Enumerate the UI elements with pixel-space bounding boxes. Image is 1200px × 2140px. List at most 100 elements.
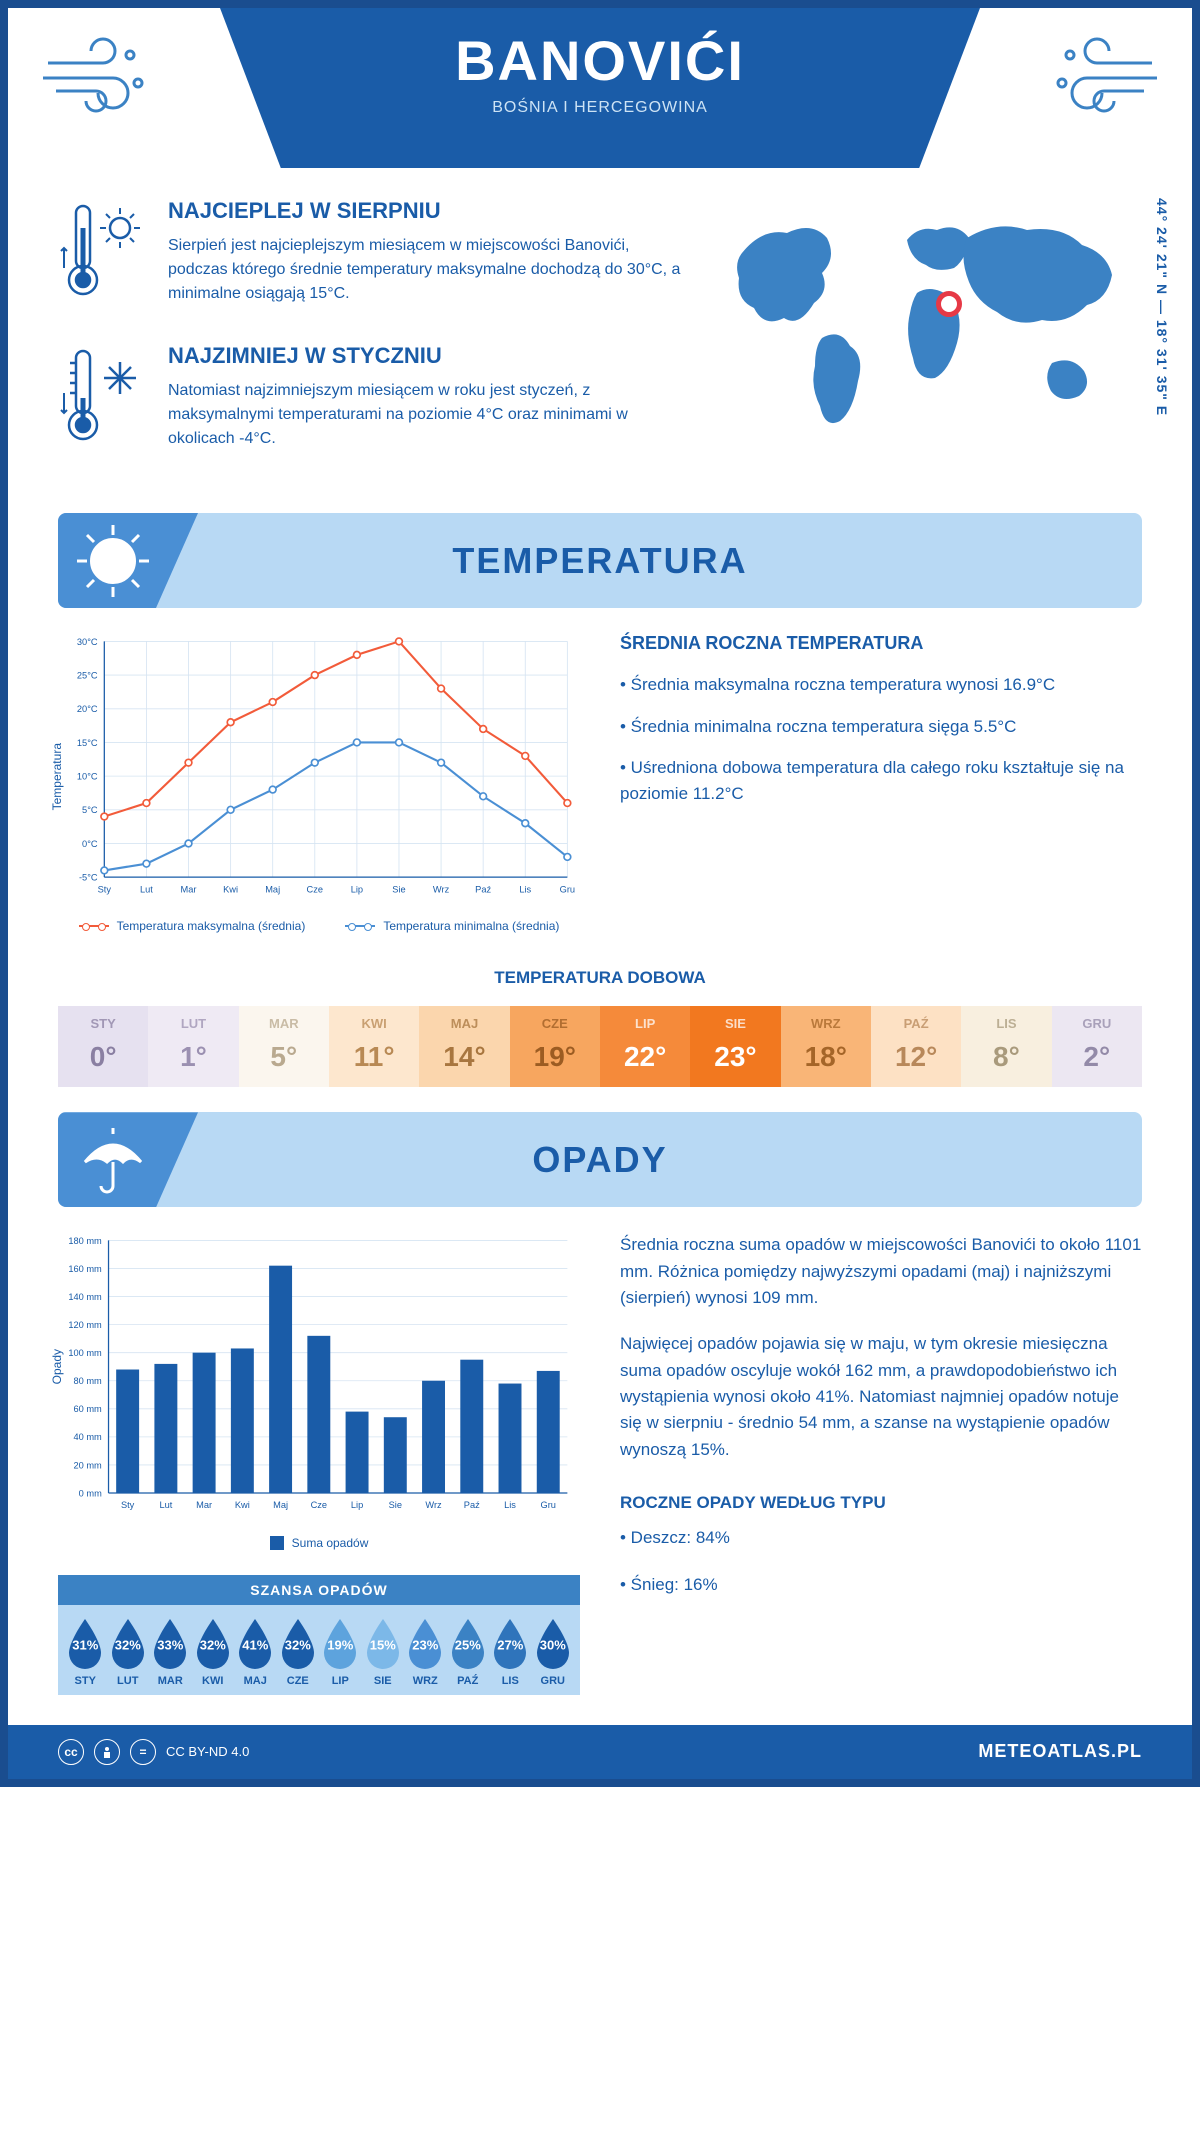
temp-cell: KWI11°	[329, 1006, 419, 1087]
svg-text:180 mm: 180 mm	[68, 1236, 102, 1246]
sun-icon	[73, 521, 153, 601]
chance-cell: 32% LUT	[107, 1617, 150, 1687]
svg-text:20 mm: 20 mm	[74, 1461, 103, 1471]
precipitation-section-header: OPADY	[58, 1112, 1142, 1207]
temp-bullet-1: • Średnia maksymalna roczna temperatura …	[620, 672, 1142, 698]
temp-info-heading: ŚREDNIA ROCZNA TEMPERATURA	[620, 633, 1142, 654]
location-country: BOŚNIA I HERCEGOWINA	[300, 99, 900, 117]
svg-text:Paź: Paź	[464, 1501, 480, 1511]
brand-name: METEOATLAS.PL	[978, 1741, 1142, 1762]
temp-cell: LIS8°	[961, 1006, 1051, 1087]
temp-bullet-3: • Uśredniona dobowa temperatura dla całe…	[620, 755, 1142, 806]
precipitation-info: Średnia roczna suma opadów w miejscowośc…	[620, 1232, 1142, 1694]
temperature-info: ŚREDNIA ROCZNA TEMPERATURA • Średnia mak…	[620, 633, 1142, 933]
cc-by-icon	[94, 1739, 120, 1765]
svg-text:Sie: Sie	[389, 1501, 402, 1511]
cc-icon: cc	[58, 1739, 84, 1765]
svg-text:15°C: 15°C	[77, 738, 98, 748]
svg-text:20°C: 20°C	[77, 704, 98, 714]
license-text: CC BY-ND 4.0	[166, 1744, 249, 1759]
svg-text:Maj: Maj	[273, 1501, 288, 1511]
hottest-body: Sierpień jest najcieplejszym miesiącem w…	[168, 234, 682, 306]
temp-y-axis-label: Temperatura	[50, 743, 64, 810]
chance-cell: 33% MAR	[149, 1617, 192, 1687]
chance-cell: 32% KWI	[192, 1617, 235, 1687]
location-title: BANOVIĆI	[300, 28, 900, 93]
map-marker	[936, 291, 962, 317]
svg-text:Wrz: Wrz	[425, 1501, 442, 1511]
daily-temp-heading: TEMPERATURA DOBOWA	[58, 968, 1142, 988]
svg-text:Lut: Lut	[159, 1501, 172, 1511]
precipitation-bar-chart: Opady 0 mm20 mm40 mm60 mm80 mm100 mm120 …	[58, 1232, 580, 1523]
svg-text:40 mm: 40 mm	[74, 1433, 103, 1443]
temperature-heading: TEMPERATURA	[452, 540, 747, 582]
temp-chart-legend: Temperatura maksymalna (średnia) Tempera…	[58, 919, 580, 933]
chance-cell: 25% PAŹ	[447, 1617, 490, 1687]
svg-text:Gru: Gru	[560, 884, 575, 894]
temp-cell: MAJ14°	[419, 1006, 509, 1087]
svg-text:60 mm: 60 mm	[74, 1405, 103, 1415]
chance-cell: 31% STY	[64, 1617, 107, 1687]
svg-text:-5°C: -5°C	[79, 873, 98, 883]
temp-cell: STY0°	[58, 1006, 148, 1087]
thermometer-snowflake-icon	[58, 343, 148, 458]
infographic-page: BANOVIĆI BOŚNIA I HERCEGOWINA	[0, 0, 1200, 1787]
cc-nd-icon: =	[130, 1739, 156, 1765]
wind-icon-left	[38, 33, 158, 118]
svg-text:10°C: 10°C	[77, 771, 98, 781]
daily-temperature-strip: TEMPERATURA DOBOWA STY0°LUT1°MAR5°KWI11°…	[58, 968, 1142, 1087]
wind-icon-right	[1042, 33, 1162, 118]
svg-text:Lis: Lis	[504, 1501, 516, 1511]
precip-y-axis-label: Opady	[50, 1349, 64, 1384]
temperature-line-chart: Temperatura -5°C0°C5°C10°C15°C20°C25°C30…	[58, 633, 580, 907]
temp-cell: GRU2°	[1052, 1006, 1142, 1087]
svg-text:Mar: Mar	[196, 1501, 212, 1511]
hottest-title: NAJCIEPLEJ W SIERPNIU	[168, 198, 682, 224]
world-map: 44° 24' 21" N — 18° 31' 35" E	[712, 198, 1142, 488]
thermometer-sun-icon	[58, 198, 148, 313]
svg-text:0°C: 0°C	[82, 839, 98, 849]
svg-text:Lip: Lip	[351, 1501, 363, 1511]
precipitation-heading: OPADY	[532, 1139, 667, 1181]
chance-heading: SZANSA OPADÓW	[58, 1575, 580, 1605]
svg-text:Kwi: Kwi	[223, 884, 238, 894]
svg-text:Lip: Lip	[351, 884, 363, 894]
svg-text:100 mm: 100 mm	[68, 1348, 102, 1358]
svg-text:Sty: Sty	[121, 1501, 135, 1511]
svg-text:120 mm: 120 mm	[68, 1320, 102, 1330]
coldest-body: Natomiast najzimniejszym miesiącem w rok…	[168, 379, 682, 451]
temp-cell: PAŹ12°	[871, 1006, 961, 1087]
chance-cell: 41% MAJ	[234, 1617, 277, 1687]
temp-cell: LIP22°	[600, 1006, 690, 1087]
precip-para-1: Średnia roczna suma opadów w miejscowośc…	[620, 1232, 1142, 1311]
svg-text:25°C: 25°C	[77, 670, 98, 680]
temp-cell: SIE23°	[690, 1006, 780, 1087]
chance-cell: 30% GRU	[532, 1617, 575, 1687]
svg-text:Sty: Sty	[98, 884, 112, 894]
footer: cc = CC BY-ND 4.0 METEOATLAS.PL	[8, 1725, 1192, 1779]
umbrella-icon	[73, 1120, 153, 1200]
header: BANOVIĆI BOŚNIA I HERCEGOWINA	[8, 8, 1192, 168]
temp-bullet-2: • Średnia minimalna roczna temperatura s…	[620, 714, 1142, 740]
coldest-title: NAJZIMNIEJ W STYCZNIU	[168, 343, 682, 369]
chance-cell: 19% LIP	[319, 1617, 362, 1687]
header-banner: BANOVIĆI BOŚNIA I HERCEGOWINA	[220, 8, 980, 168]
temperature-section-header: TEMPERATURA	[58, 513, 1142, 608]
svg-text:Kwi: Kwi	[235, 1501, 250, 1511]
hottest-block: NAJCIEPLEJ W SIERPNIU Sierpień jest najc…	[58, 198, 682, 313]
precipitation-chance-box: SZANSA OPADÓW 31% STY 32% LUT 33% MAR 32…	[58, 1575, 580, 1695]
precip-chart-legend: Suma opadów	[58, 1536, 580, 1550]
svg-text:Mar: Mar	[181, 884, 197, 894]
svg-text:Cze: Cze	[307, 884, 323, 894]
svg-text:140 mm: 140 mm	[68, 1292, 102, 1302]
legend-min-label: Temperatura minimalna (średnia)	[383, 919, 559, 933]
svg-text:Maj: Maj	[265, 884, 280, 894]
temp-cell: CZE19°	[510, 1006, 600, 1087]
svg-text:Gru: Gru	[541, 1501, 556, 1511]
coldest-block: NAJZIMNIEJ W STYCZNIU Natomiast najzimni…	[58, 343, 682, 458]
svg-text:80 mm: 80 mm	[74, 1377, 103, 1387]
chance-cell: 27% LIS	[489, 1617, 532, 1687]
precip-rain: • Deszcz: 84%	[620, 1525, 1142, 1551]
precip-type-heading: ROCZNE OPADY WEDŁUG TYPU	[620, 1493, 1142, 1513]
svg-text:160 mm: 160 mm	[68, 1264, 102, 1274]
